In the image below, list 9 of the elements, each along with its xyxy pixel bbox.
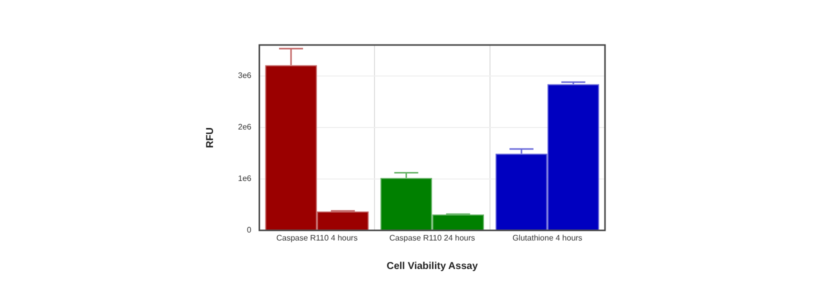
y-tick-label: 3e6	[238, 71, 252, 80]
x-axis-title: Cell Viability Assay	[386, 260, 478, 272]
x-tick-label: Caspase R110 4 hours	[276, 233, 358, 242]
y-tick-label: 0	[246, 226, 252, 235]
x-tick-label: Caspase R110 24 hours	[389, 233, 476, 242]
y-axis-title: RFU	[204, 127, 216, 148]
y-tick-label: 1e6	[238, 174, 252, 184]
x-tick-label: Glutathione 4 hours	[512, 233, 582, 242]
y-tick-label: 2e6	[238, 122, 252, 132]
